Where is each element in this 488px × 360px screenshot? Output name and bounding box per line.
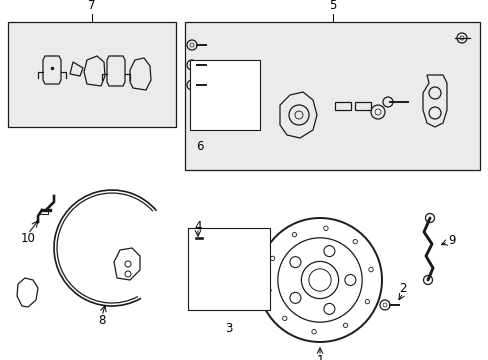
Bar	[354, 102, 370, 110]
Bar	[40, 210, 48, 214]
Text: 10: 10	[20, 231, 35, 244]
Text: 1: 1	[316, 354, 323, 360]
Bar	[187, 228, 269, 310]
Text: 3: 3	[225, 322, 232, 335]
Text: 6: 6	[196, 140, 203, 153]
Text: 9: 9	[447, 234, 455, 247]
Text: 5: 5	[328, 0, 336, 12]
Text: 2: 2	[398, 283, 406, 296]
Text: 8: 8	[98, 314, 105, 327]
Text: 4: 4	[194, 220, 202, 234]
Bar	[184, 22, 479, 170]
Text: 7: 7	[88, 0, 96, 12]
Bar	[190, 60, 260, 130]
Bar	[8, 22, 176, 127]
Bar	[334, 102, 350, 110]
